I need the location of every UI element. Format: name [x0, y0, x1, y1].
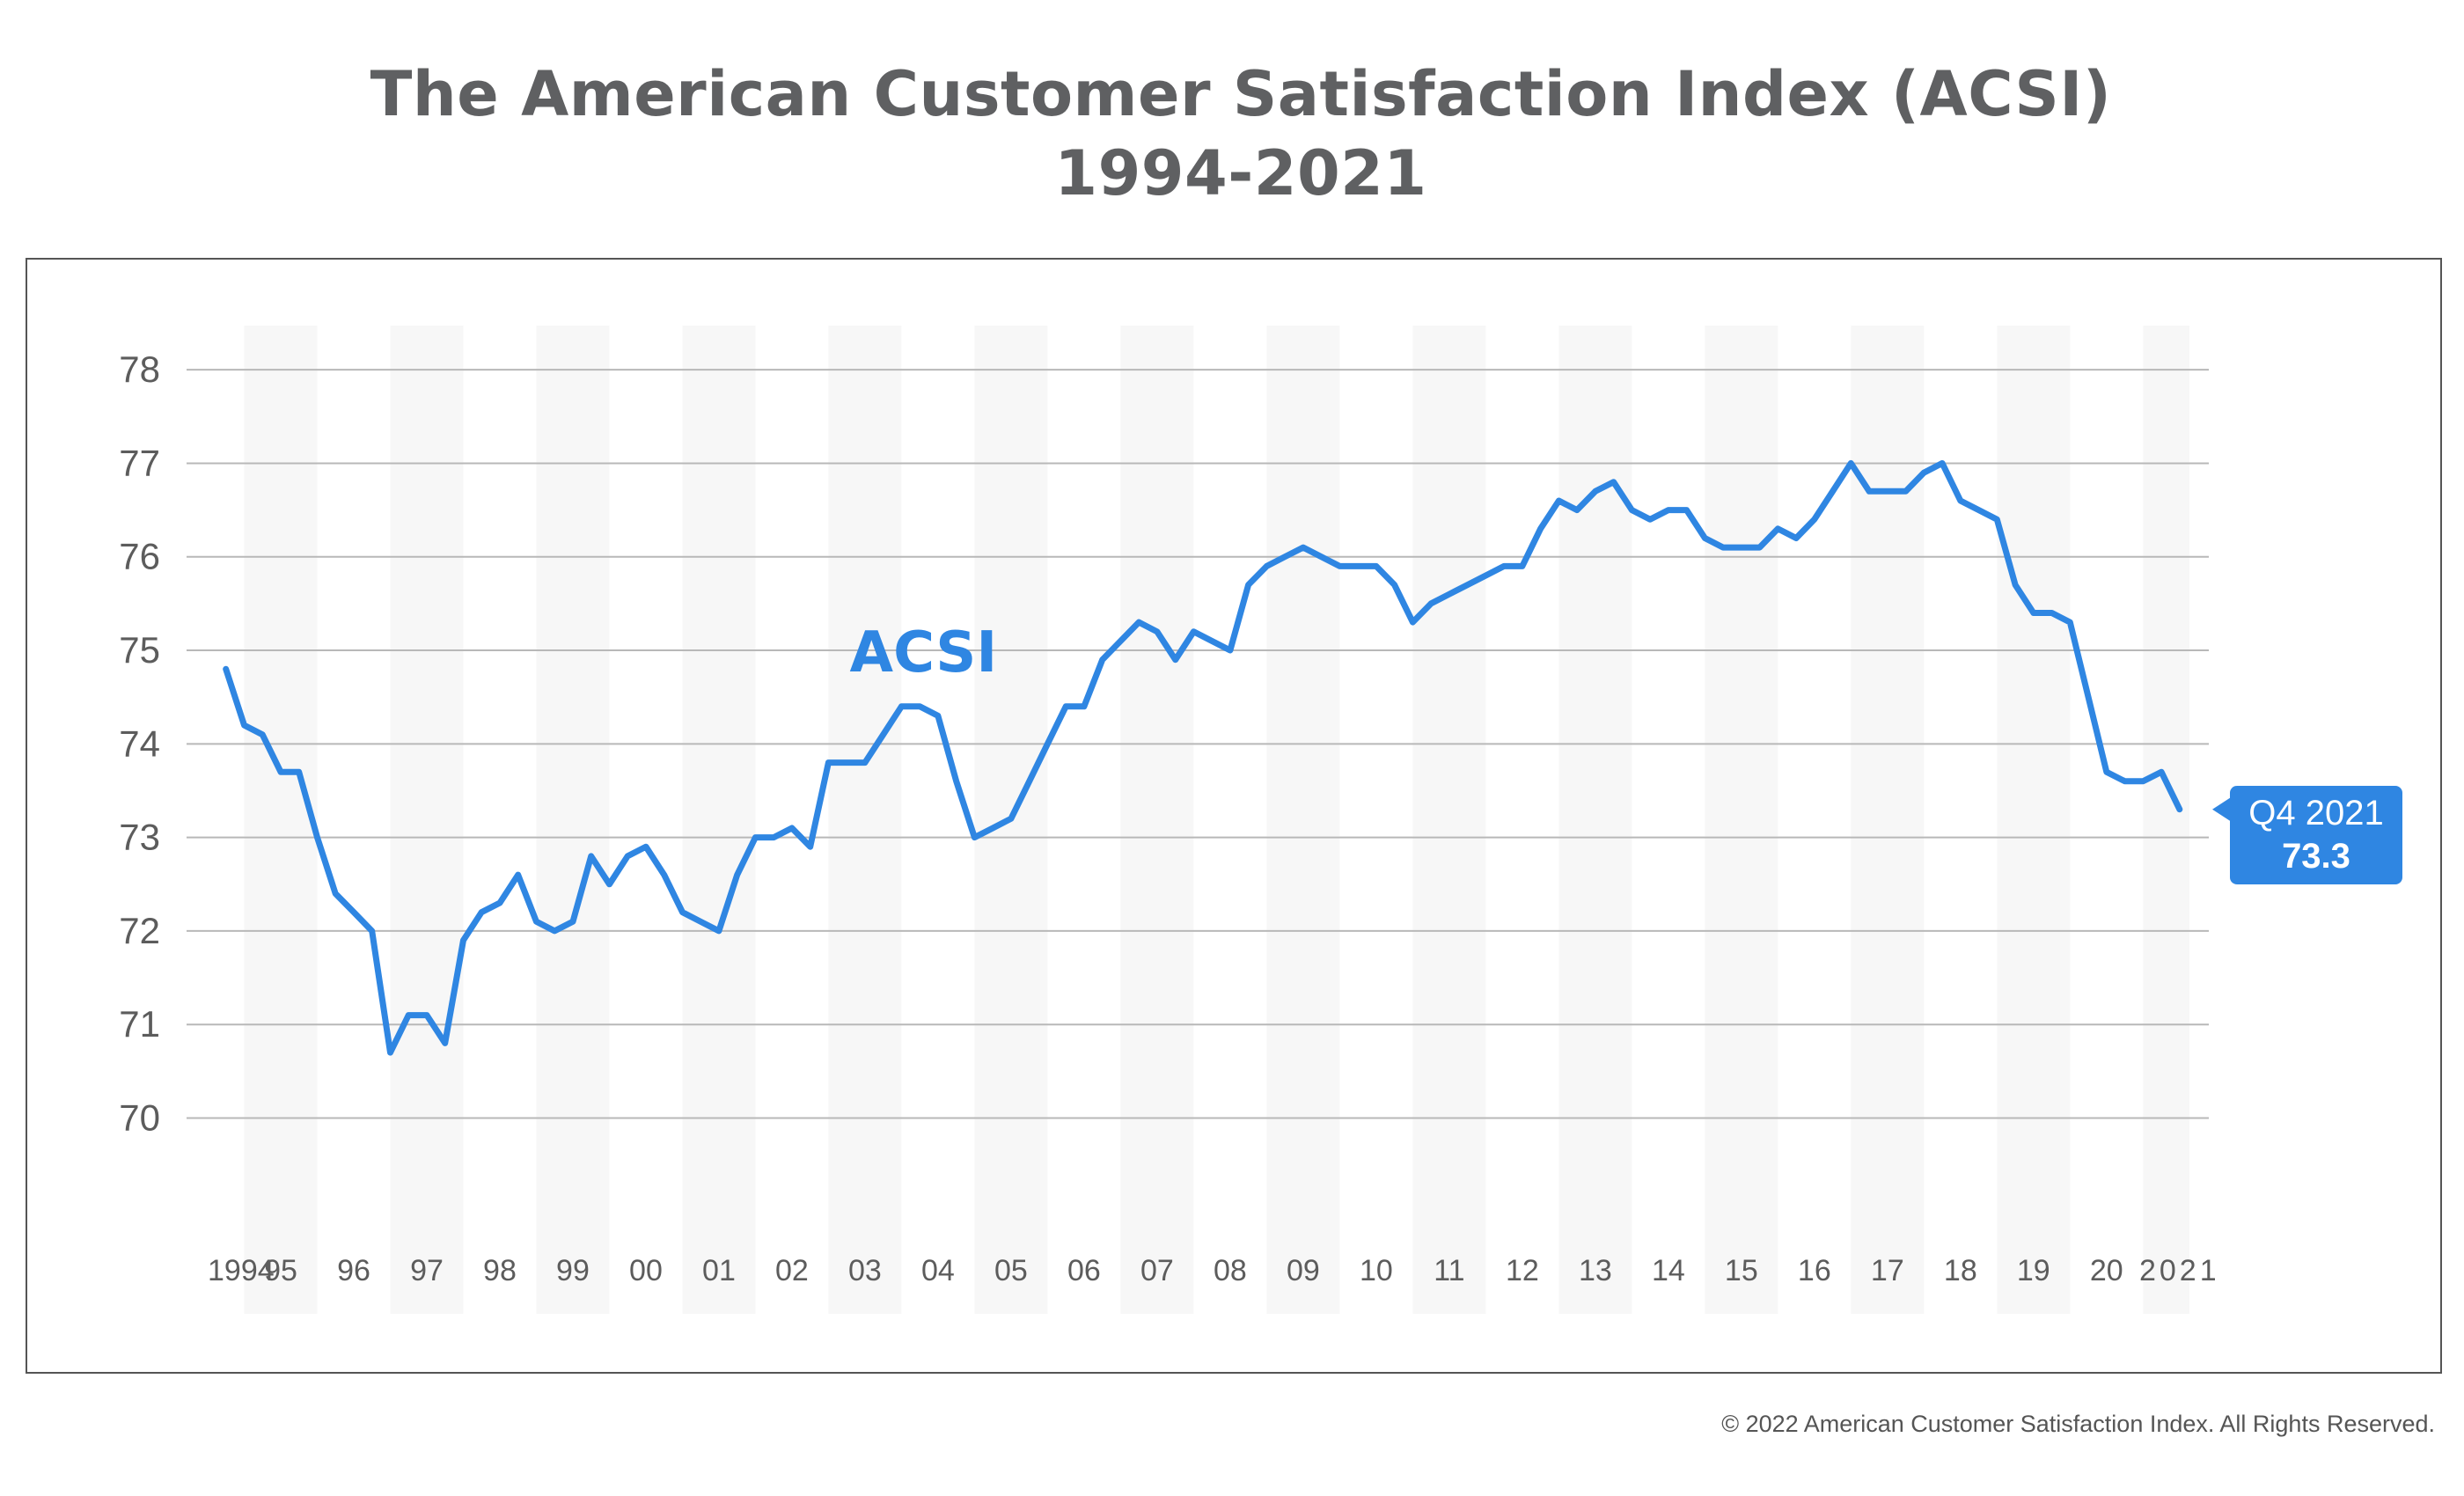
- x-tick-label-19: 19: [2017, 1254, 2050, 1287]
- y-axis-tick-labels: 70 71 72 73 74 75 76 77 78: [119, 348, 160, 1138]
- y-tick-label-74: 74: [119, 722, 160, 764]
- y-tick-label-77: 77: [119, 442, 160, 483]
- callout-value: 73.3: [2282, 837, 2350, 876]
- copyright-footer: © 2022 American Customer Satisfaction In…: [1721, 1411, 2435, 1437]
- chart-subtitle: 1994-2021: [1054, 137, 1427, 209]
- x-tick-label-99: 99: [556, 1254, 590, 1287]
- year-band-2001: [682, 326, 756, 1314]
- x-tick-label-16: 16: [1798, 1254, 1831, 1287]
- x-tick-label-20: 20: [2090, 1254, 2123, 1287]
- callout-pointer: [2212, 797, 2230, 821]
- x-tick-label-01: 01: [702, 1254, 736, 1287]
- x-tick-label-00: 00: [629, 1254, 663, 1287]
- year-band-1997: [390, 326, 464, 1314]
- x-tick-label-11: 11: [1434, 1254, 1464, 1287]
- year-band-2013: [1558, 326, 1632, 1314]
- year-band-2009: [1266, 326, 1340, 1314]
- x-tick-label-14: 14: [1652, 1254, 1685, 1287]
- x-tick-label-96: 96: [337, 1254, 370, 1287]
- y-tick-label-78: 78: [119, 348, 160, 390]
- year-band-2007: [1120, 326, 1194, 1314]
- chart-title-main: The American Customer Satisfaction Index…: [370, 58, 2112, 130]
- year-band-2021: [2143, 326, 2189, 1314]
- x-tick-label-02: 02: [775, 1254, 809, 1287]
- year-band-2011: [1412, 326, 1486, 1314]
- x-tick-label-08: 08: [1214, 1254, 1247, 1287]
- x-tick-label-98: 98: [483, 1254, 517, 1287]
- year-band-1999: [536, 326, 610, 1314]
- series-line-0: [223, 459, 2183, 1056]
- x-tick-label-2021: 2021: [2139, 1254, 2220, 1287]
- chart-title: The American Customer Satisfaction Index…: [0, 55, 2464, 213]
- y-tick-label-70: 70: [119, 1096, 160, 1138]
- series-label-acsi: ACSI: [850, 620, 998, 686]
- x-tick-label-1994: 1994: [208, 1254, 275, 1287]
- year-band-2003: [828, 326, 902, 1314]
- year-band-1995: [244, 326, 318, 1314]
- x-tick-label-07: 07: [1140, 1254, 1174, 1287]
- chart-frame: [26, 258, 2442, 1374]
- year-band-2015: [1705, 326, 1778, 1314]
- callout-period: Q4 2021: [2248, 794, 2383, 832]
- callout-box: [2230, 786, 2402, 884]
- year-band-2017: [1851, 326, 1925, 1314]
- x-tick-label-13: 13: [1579, 1254, 1612, 1287]
- x-tick-label-05: 05: [994, 1254, 1028, 1287]
- y-tick-label-72: 72: [119, 910, 160, 951]
- x-tick-label-12: 12: [1506, 1254, 1539, 1287]
- x-tick-label-10: 10: [1360, 1254, 1393, 1287]
- annotations-layer: ACSI Q4 2021 73.3: [850, 620, 2402, 884]
- x-tick-label-17: 17: [1871, 1254, 1904, 1287]
- y-tick-label-75: 75: [119, 629, 160, 671]
- series-layer: [223, 459, 2183, 1056]
- x-tick-label-18: 18: [1944, 1254, 1977, 1287]
- year-band-2019: [1997, 326, 2071, 1314]
- x-tick-label-06: 06: [1067, 1254, 1101, 1287]
- x-tick-label-03: 03: [848, 1254, 882, 1287]
- x-tick-label-09: 09: [1287, 1254, 1320, 1287]
- x-tick-label-95: 95: [264, 1254, 297, 1287]
- y-tick-label-73: 73: [119, 817, 160, 858]
- latest-value-callout: Q4 2021 73.3: [2212, 786, 2402, 884]
- x-tick-label-97: 97: [410, 1254, 444, 1287]
- y-tick-label-76: 76: [119, 536, 160, 577]
- x-tick-label-04: 04: [921, 1254, 955, 1287]
- year-bands: [244, 326, 2189, 1314]
- grid-lines: [187, 369, 2209, 1119]
- x-tick-label-15: 15: [1725, 1254, 1758, 1287]
- y-tick-label-71: 71: [119, 1003, 160, 1045]
